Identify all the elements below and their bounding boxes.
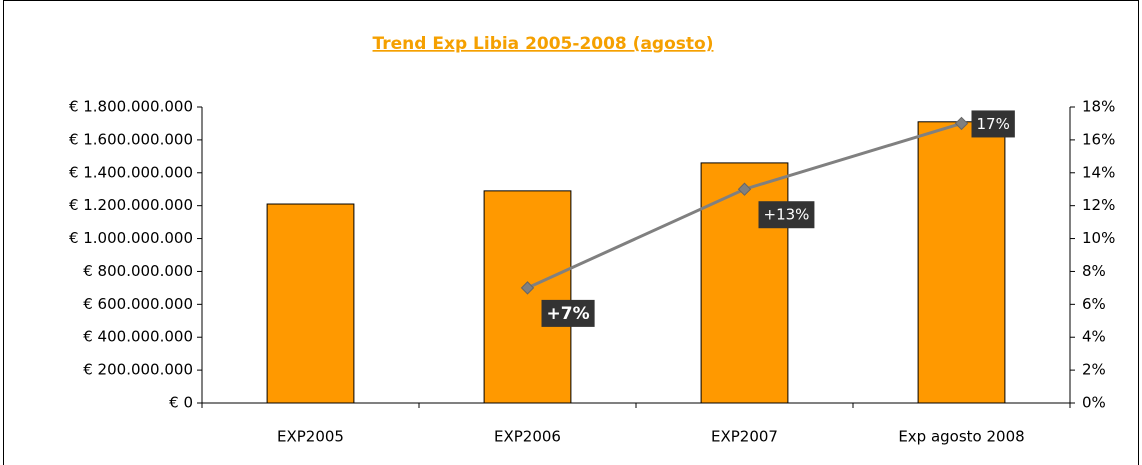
marker xyxy=(954,116,969,131)
bar xyxy=(483,190,572,404)
bar xyxy=(700,162,789,404)
y-tick-label: € 600.000.000 xyxy=(83,295,193,313)
y-tick-label: € 400.000.000 xyxy=(83,328,193,346)
y-tick-label: € 1.000.000.000 xyxy=(69,229,193,247)
y-tick-label: € 800.000.000 xyxy=(83,262,193,280)
x-tick-label: EXP2006 xyxy=(494,428,561,446)
y-tick-label: € 0 xyxy=(169,394,193,412)
y2-tick-label: 18% xyxy=(1082,98,1115,116)
y-tick-label: € 1.200.000.000 xyxy=(69,196,193,214)
marker xyxy=(520,281,535,295)
data-label: +13% xyxy=(764,206,810,224)
x-tick-label: Exp agosto 2008 xyxy=(898,428,1024,446)
y2-tick-label: 0% xyxy=(1082,394,1106,412)
bar xyxy=(917,121,1006,404)
y2-tick-label: 12% xyxy=(1082,196,1115,214)
x-tick-label: EXP2005 xyxy=(277,428,344,446)
label-box xyxy=(758,201,815,229)
y2-tick-label: 2% xyxy=(1082,361,1106,379)
x-tick-label: EXP2007 xyxy=(711,428,778,446)
label-box xyxy=(541,299,595,327)
marker xyxy=(737,182,752,196)
y-tick-label: € 200.000.000 xyxy=(83,361,193,379)
bar xyxy=(266,203,355,404)
y-tick-label: € 1.400.000.000 xyxy=(69,163,193,181)
y2-tick-label: 16% xyxy=(1082,130,1115,148)
y2-tick-label: 8% xyxy=(1082,262,1106,280)
chart-title: Trend Exp Libia 2005-2008 (agosto) xyxy=(373,34,714,54)
y-tick-label: € 1.800.000.000 xyxy=(69,98,193,116)
label-box xyxy=(971,110,1015,138)
y2-tick-label: 10% xyxy=(1082,229,1115,247)
data-label: 17% xyxy=(977,115,1010,133)
data-label: +7% xyxy=(547,304,590,324)
y2-tick-label: 4% xyxy=(1082,328,1106,346)
y2-tick-label: 6% xyxy=(1082,295,1106,313)
y-tick-label: € 1.600.000.000 xyxy=(69,130,193,148)
y2-tick-label: 14% xyxy=(1082,163,1115,181)
